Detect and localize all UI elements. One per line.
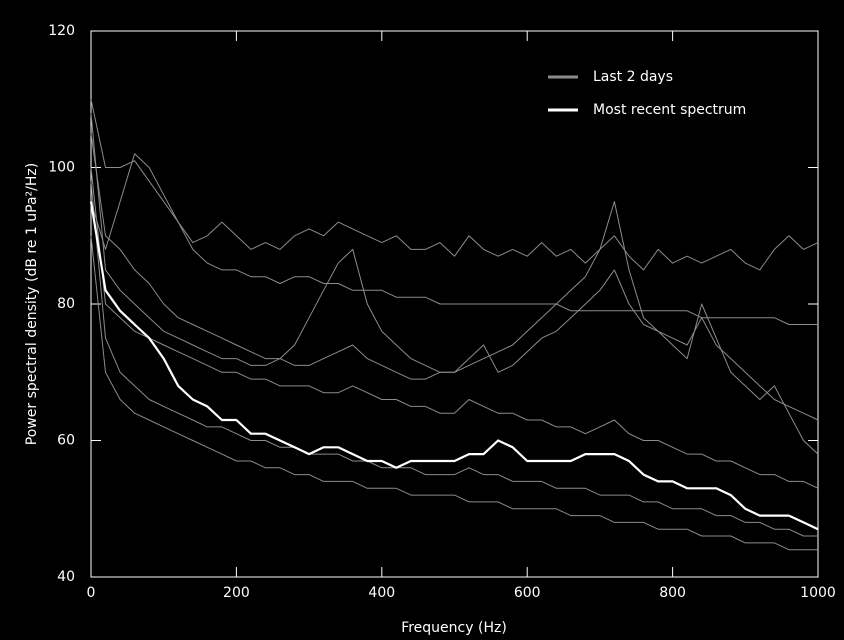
- y-tick-label: 120: [48, 23, 75, 39]
- y-tick-label: 80: [57, 296, 75, 312]
- spectrum-line: [90, 133, 819, 421]
- x-tick-label: 1000: [800, 585, 836, 601]
- spectrum-line: [90, 153, 818, 325]
- spectrum-line: [89, 201, 819, 531]
- x-axis-label: Frequency (Hz): [401, 620, 507, 636]
- x-tick-label: 0: [87, 585, 96, 601]
- legend-label: Last 2 days: [593, 69, 673, 85]
- x-tick-label: 400: [368, 585, 395, 601]
- spectrum-line: [90, 99, 819, 271]
- y-tick-label: 40: [57, 569, 75, 585]
- y-tick-label: 60: [57, 433, 75, 449]
- x-tick-label: 800: [659, 585, 686, 601]
- x-tick-label: 200: [223, 585, 250, 601]
- spectrum-line: [90, 235, 818, 551]
- y-axis-label: Power spectral density (dB re 1 uPa²/Hz): [24, 163, 40, 445]
- spectrum-line: [90, 167, 819, 489]
- spectrum-line: [90, 181, 818, 537]
- x-tick-label: 600: [514, 585, 541, 601]
- legend-label: Most recent spectrum: [593, 102, 746, 118]
- y-tick-label: 100: [48, 160, 75, 176]
